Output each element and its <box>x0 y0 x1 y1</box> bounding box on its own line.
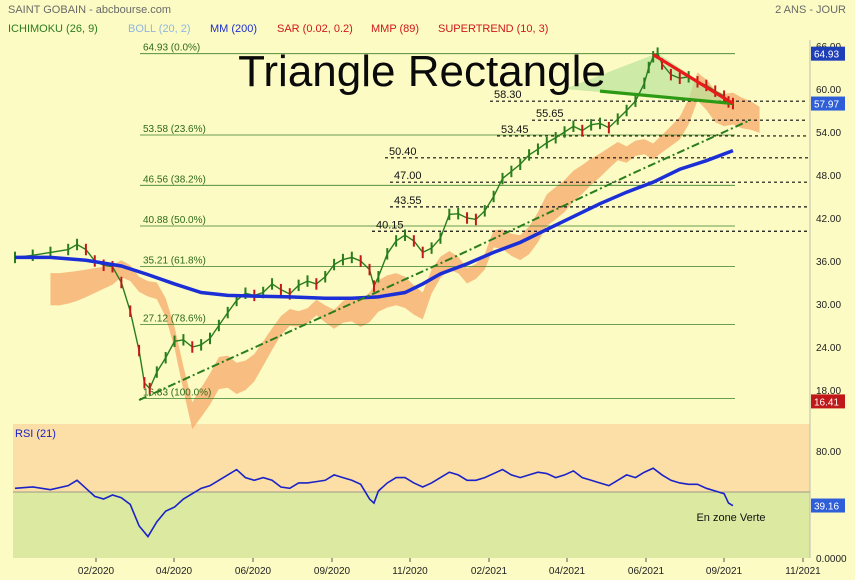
x-tick-label: 09/2020 <box>314 566 351 577</box>
indicator-label: MM (200) <box>210 23 257 35</box>
y-tick-label: 54.00 <box>816 128 841 139</box>
instrument-title: SAINT GOBAIN - abcbourse.com <box>8 4 171 16</box>
x-tick-label: 02/2020 <box>78 566 115 577</box>
rsi-line <box>14 467 734 538</box>
y-tick-label: 42.00 <box>816 214 841 225</box>
support-level-label: 58.30 <box>494 89 522 101</box>
price-line <box>14 52 734 390</box>
price-badge-label: 57.97 <box>814 100 839 111</box>
y-tick-label: 60.00 <box>816 85 841 96</box>
indicator-legend: ICHIMOKU (26, 9) BOLL (20, 2) MM (200) SAR … <box>8 23 548 35</box>
fib-label: 35.21 (61.8%) <box>143 256 206 267</box>
y-tick-label: 36.00 <box>816 257 841 268</box>
y-tick-label: 48.00 <box>816 171 841 182</box>
support-level-label: 40.15 <box>376 219 404 231</box>
fib-label: 40.88 (50.0%) <box>143 215 206 226</box>
y-tick-label: 24.00 <box>816 343 841 354</box>
support-level-label: 53.45 <box>501 124 529 136</box>
rsi-y-tick-label: 80.00 <box>816 447 841 458</box>
fib-label: 27.12 (78.6%) <box>143 314 206 325</box>
fib-label: 16.83 (100.0%) <box>143 387 211 398</box>
indicator-label: SUPERTREND (10, 3) <box>438 23 548 35</box>
rsi-title: RSI (21) <box>15 428 56 440</box>
price-badge-label: 16.41 <box>814 397 839 408</box>
price-badge-label: 64.93 <box>814 50 839 61</box>
rsi-value-badge-label: 39.16 <box>814 502 839 513</box>
y-axis: 66.0060.0054.0048.0042.0036.0030.0024.00… <box>811 42 845 409</box>
price-badge <box>811 394 845 409</box>
indicator-lines <box>15 53 752 401</box>
x-tick-label: 06/2021 <box>628 566 665 577</box>
indicator-label: BOLL (20, 2) <box>128 23 191 35</box>
y-tick-label: 30.00 <box>816 300 841 311</box>
indicator-label: ICHIMOKU (26, 9) <box>8 23 98 35</box>
indicator-label: SAR (0.02, 0.2) <box>277 23 353 35</box>
x-tick-label: 04/2020 <box>156 566 193 577</box>
support-level-label: 50.40 <box>389 146 417 158</box>
cloud-band <box>50 72 760 430</box>
x-tick-label: 11/2020 <box>392 566 428 577</box>
x-tick-label: 06/2020 <box>235 566 272 577</box>
y-tick-label: 18.00 <box>816 386 841 397</box>
price-badge <box>811 46 845 61</box>
rsi-y-tick-label: 0.0000 <box>816 554 847 565</box>
indicator-line <box>652 53 734 105</box>
x-tick-label: 04/2021 <box>549 566 586 577</box>
x-axis: 02/2020 04/2020 06/2020 09/2020 11/2020 02/20… <box>78 558 821 577</box>
rsi-oversold-zone <box>13 492 810 558</box>
x-tick-label: 11/2021 <box>785 566 821 577</box>
price-badge <box>811 96 845 111</box>
indicator-line <box>15 148 734 301</box>
rsi-panel: 80.00 0.0000 39.16 <box>14 447 847 565</box>
support-levels: 58.30 55.65 53.45 50.40 47.00 43.55 40.15 <box>372 89 808 232</box>
fib-label: 53.58 (23.6%) <box>143 124 206 135</box>
x-tick-label: 09/2021 <box>706 566 743 577</box>
x-tick-label: 02/2021 <box>471 566 508 577</box>
fib-label: 46.56 (38.2%) <box>143 174 206 185</box>
support-level-label: 47.00 <box>394 170 422 182</box>
trendline-support <box>138 118 752 401</box>
indicator-line <box>599 89 734 106</box>
indicator-label: MMP (89) <box>371 23 419 35</box>
support-level-label: 43.55 <box>394 195 422 207</box>
rsi-annotation: En zone Verte <box>696 512 765 524</box>
period-label: 2 ANS - JOUR <box>775 4 846 16</box>
rsi-value-badge <box>811 498 845 513</box>
fibonacci-retracements: 64.93 (0.0%) 53.58 (23.6%) 46.56 (38.2%) 40… <box>140 43 735 399</box>
support-level-label: 55.65 <box>536 108 564 120</box>
chart-title: Triangle Rectangle <box>238 47 606 96</box>
fib-label: 64.93 (0.0%) <box>143 43 200 54</box>
